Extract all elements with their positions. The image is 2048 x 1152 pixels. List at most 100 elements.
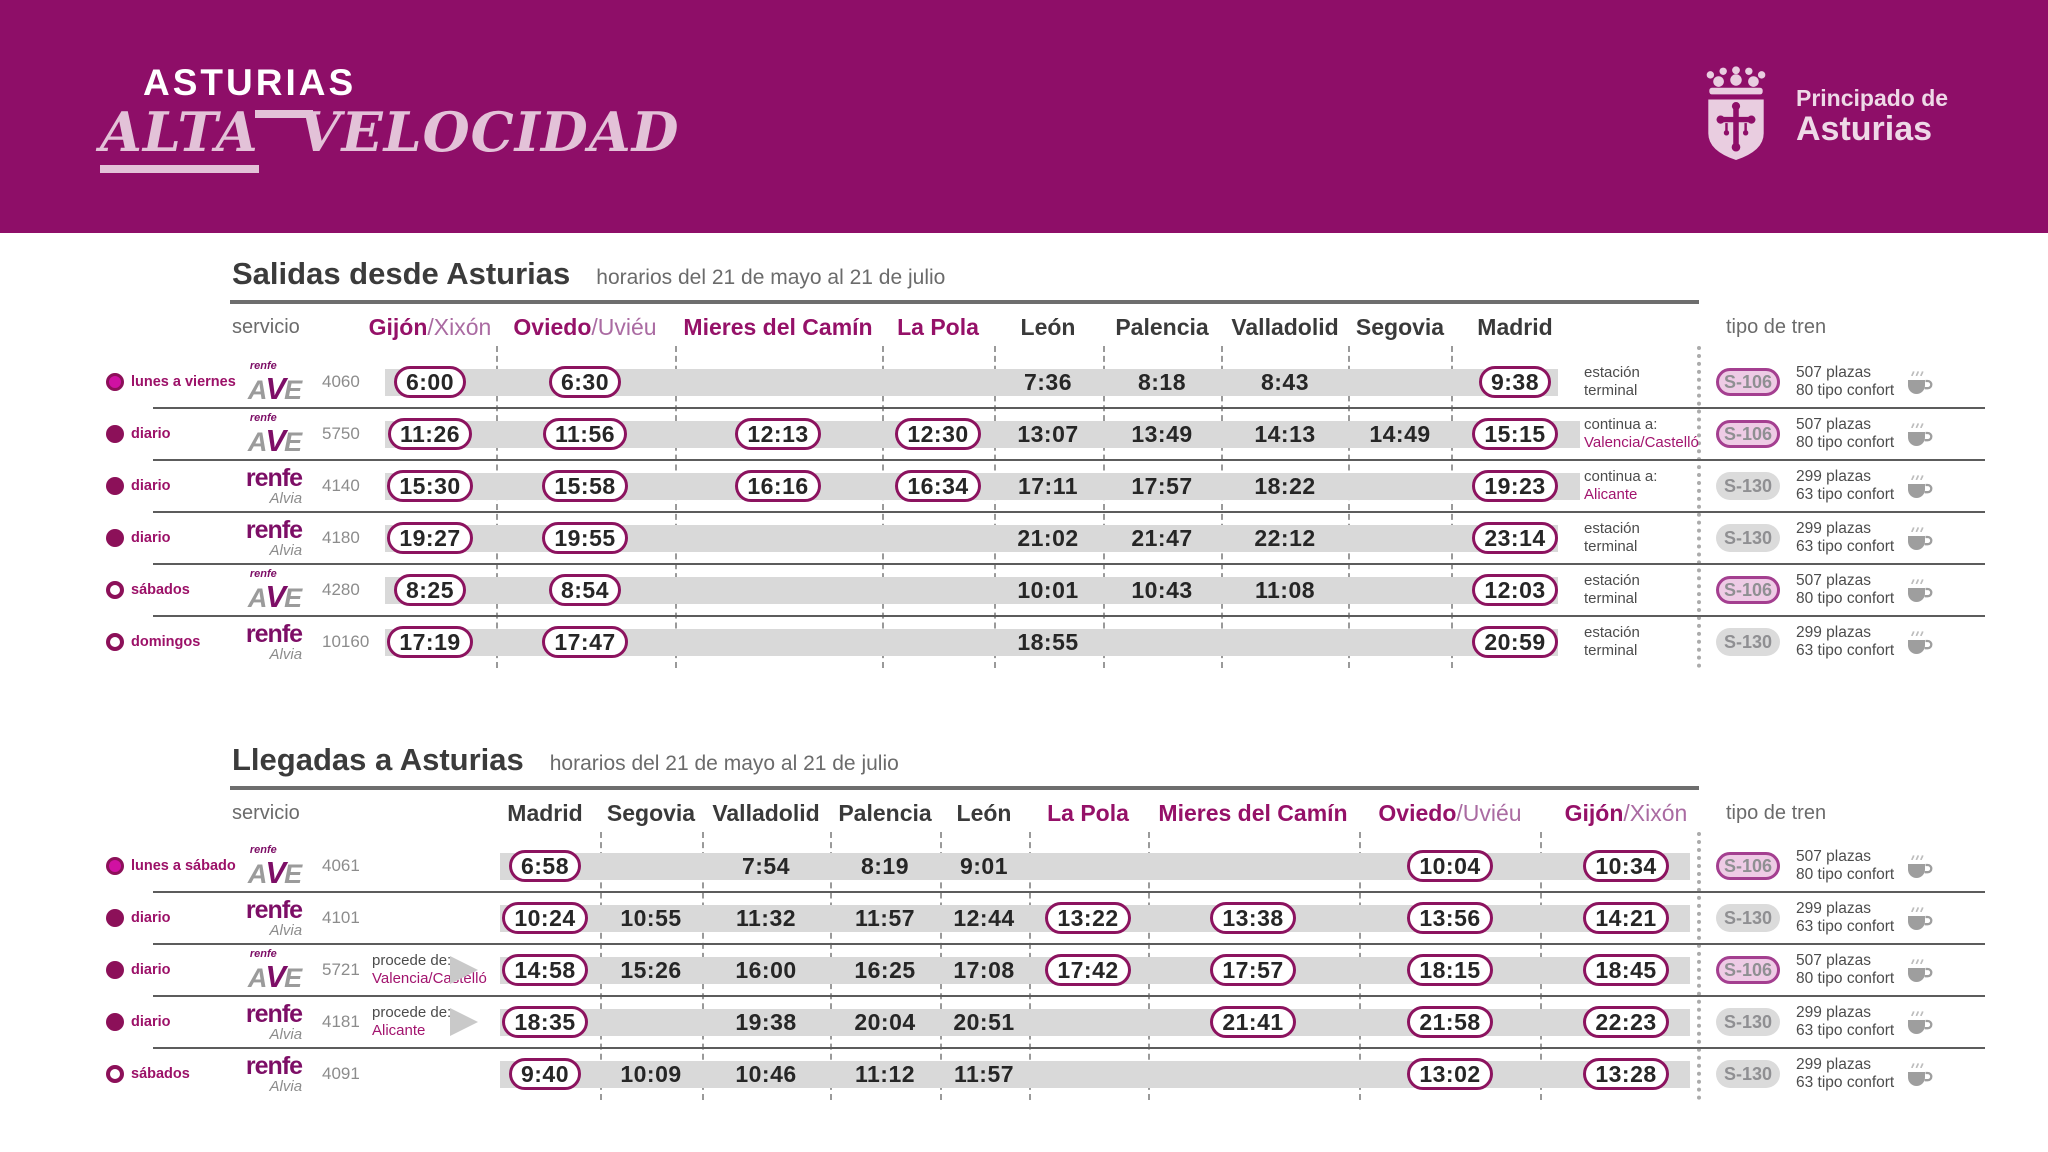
column-header-segovia: Segovia (606, 800, 696, 826)
cafeteria-service (1900, 952, 1936, 993)
day-marker-icon (106, 529, 124, 547)
time-pass: 10:09 (620, 1060, 682, 1087)
train-number: 4061 (322, 856, 360, 875)
time-cell: 9:38 (1450, 362, 1580, 402)
day-marker-icon (106, 425, 124, 443)
time-cell: 13:49 (1097, 414, 1227, 454)
section-rule (230, 786, 1699, 790)
train-number: 4280 (322, 580, 360, 599)
time-cell: 10:34 (1561, 846, 1691, 886)
time-stop-bubble: 13:22 (1045, 902, 1131, 934)
row-divider (153, 995, 1985, 997)
time-cell: 10:24 (480, 898, 610, 938)
capacity-info: 507 plazas 80 tipo confort (1796, 572, 1895, 607)
time-pass: 12:44 (953, 904, 1015, 931)
time-stop-bubble: 15:58 (542, 470, 628, 502)
renfe-alvia-logo: renfe Alvia (245, 1000, 303, 1043)
section-title: Salidas desde Asturias (232, 256, 571, 291)
time-cell: 13:02 (1385, 1054, 1515, 1094)
train-type-badge: S-130 (1716, 1060, 1780, 1088)
time-cell: 20:04 (820, 1002, 950, 1042)
train-type-badge: S-130 (1716, 524, 1780, 552)
time-stop-bubble: 12:03 (1472, 574, 1558, 606)
time-stop-bubble: 17:42 (1045, 954, 1131, 986)
time-stop-bubble: 13:38 (1210, 902, 1296, 934)
tipo-de-tren-header: tipo de tren (1726, 802, 1827, 824)
day-label: diario (131, 530, 171, 546)
time-stop-bubble: 19:27 (387, 522, 473, 554)
day-label: diario (131, 1014, 171, 1030)
timetable-row: diario renfe Alvia 4101 10:24 10:55 11:32 11:57… (0, 891, 2048, 944)
row-divider (153, 1047, 1985, 1049)
section-subtitle: horarios del 21 de mayo al 21 de julio (549, 752, 899, 775)
time-cell: 22:23 (1561, 1002, 1691, 1042)
day-label: lunes a viernes (131, 374, 236, 390)
operator-logo-cell: renfe AVE (228, 408, 320, 460)
time-stop-bubble: 14:21 (1583, 902, 1669, 934)
cafeteria-service (1900, 364, 1936, 405)
gov-identity: Principado de Asturias (1696, 64, 1948, 176)
column-header-madrid: Madrid (1477, 314, 1553, 340)
capacity-info: 299 plazas 63 tipo confort (1796, 1004, 1895, 1039)
time-cell: 13:56 (1385, 898, 1515, 938)
time-cell: 18:45 (1561, 950, 1691, 990)
time-cell: 15:58 (520, 466, 650, 506)
time-cell: 10:09 (586, 1054, 716, 1094)
column-divider (675, 346, 677, 668)
time-stop-bubble: 17:19 (387, 626, 473, 658)
capacity-info: 507 plazas 80 tipo confort (1796, 952, 1895, 987)
renfe-alvia-logo: renfe Alvia (245, 896, 303, 939)
time-stop-bubble: 19:23 (1472, 470, 1558, 502)
row-divider (153, 563, 1985, 565)
time-stop-bubble: 16:34 (895, 470, 981, 502)
time-cell: 19:55 (520, 518, 650, 558)
time-cell: 12:13 (713, 414, 843, 454)
row-divider (153, 615, 1985, 617)
time-cell: 12:30 (873, 414, 1003, 454)
time-cell: 15:26 (586, 950, 716, 990)
column-divider (496, 346, 498, 668)
time-pass: 13:07 (1017, 420, 1079, 447)
time-cell: 8:25 (365, 570, 495, 610)
train-number: 4140 (322, 476, 360, 495)
brand-asturias: ASTURIAS (143, 62, 357, 103)
renfe-ave-logo: renfe AVE (247, 411, 302, 458)
operator-logo-cell: renfe Alvia (228, 892, 320, 944)
time-cell: 17:57 (1097, 466, 1227, 506)
day-label: diario (131, 910, 171, 926)
column-divider (1348, 346, 1350, 668)
cafeteria-icon (1908, 907, 1933, 930)
time-cell: 17:08 (919, 950, 1049, 990)
time-pass: 10:01 (1017, 576, 1079, 603)
capacity-info: 299 plazas 63 tipo confort (1796, 1056, 1895, 1091)
row-divider (153, 891, 1985, 893)
time-cell: 18:55 (983, 622, 1113, 662)
time-cell: 10:46 (701, 1054, 831, 1094)
train-number: 4180 (322, 528, 360, 547)
day-label: diario (131, 478, 171, 494)
column-header-oviedo: Oviedo/Uviéu (513, 314, 657, 340)
train-type-badge: S-106 (1716, 420, 1780, 448)
time-stop-bubble: 13:56 (1407, 902, 1493, 934)
time-stop-bubble: 23:14 (1472, 522, 1558, 554)
time-cell: 23:14 (1450, 518, 1580, 558)
train-number: 4091 (322, 1064, 360, 1083)
time-stop-bubble: 11:56 (542, 418, 628, 450)
row-divider (153, 459, 1985, 461)
servicio-header: servicio (232, 802, 300, 824)
train-number: 4060 (322, 372, 360, 391)
section-title-row: Salidas desde Asturias horarios del 21 de… (232, 256, 945, 292)
day-label: sábados (131, 582, 190, 598)
time-pass: 8:19 (860, 852, 910, 879)
timetable-row: domingos renfe Alvia 10160 17:19 17:47 18:55 20… (0, 615, 2048, 668)
time-stop-bubble: 17:47 (542, 626, 628, 658)
train-number: 5750 (322, 424, 360, 443)
train-number: 4181 (322, 1012, 360, 1031)
day-label: sábados (131, 1066, 190, 1082)
time-cell: 6:58 (480, 846, 610, 886)
train-type-badge: S-130 (1716, 904, 1780, 932)
route-note: estación terminal (1584, 520, 1640, 555)
time-cell: 11:08 (1220, 570, 1350, 610)
time-cell: 7:54 (701, 846, 831, 886)
renfe-alvia-logo: renfe Alvia (245, 620, 303, 663)
